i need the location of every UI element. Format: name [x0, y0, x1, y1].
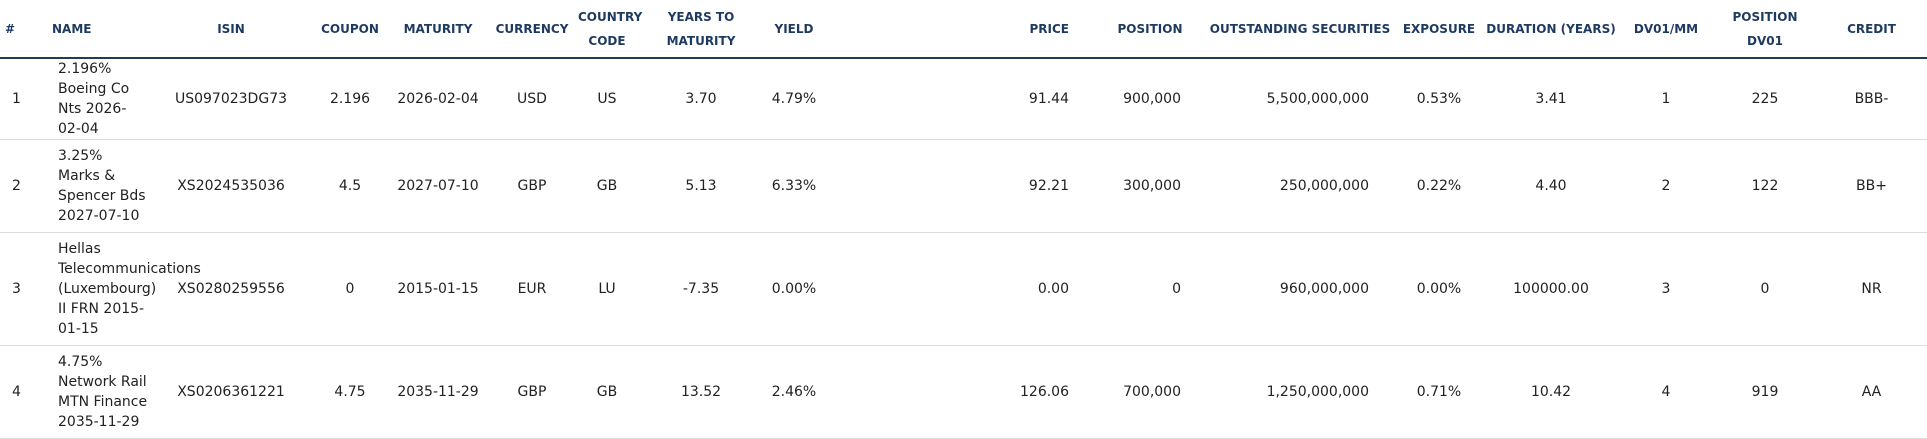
- table-row: 1 2.196% Boeing Co Nts 2026-02-04 US0970…: [0, 58, 1927, 140]
- cell-index: 1: [0, 58, 32, 140]
- cell-name: Hellas Telecommunications (Luxembourg) I…: [32, 232, 201, 346]
- cell-outstanding-securities: 5,500,000,000: [1206, 58, 1394, 140]
- cell-yield: 4.79%: [764, 58, 824, 140]
- cell-position: 300,000: [1094, 139, 1206, 233]
- cell-dv01-mm: 2: [1618, 139, 1714, 233]
- col-header-position-dv01[interactable]: POSITION DV01: [1714, 0, 1816, 59]
- cell-name: 2.196% Boeing Co Nts 2026-02-04: [32, 58, 150, 140]
- col-header-coupon[interactable]: COUPON: [312, 0, 388, 59]
- cell-exposure: 0.00%: [1394, 232, 1484, 346]
- header-row: # NAME ISIN COUPON MATURITY CURRENCY COU…: [0, 0, 1927, 59]
- col-header-price[interactable]: PRICE: [824, 0, 1094, 59]
- cell-duration: 100000.00: [1484, 232, 1618, 346]
- cell-years-to-maturity: 3.70: [638, 58, 764, 140]
- cell-index: 2: [0, 139, 32, 233]
- cell-years-to-maturity: 13.52: [638, 345, 764, 439]
- cell-dv01-mm: 3: [1618, 232, 1714, 346]
- cell-maturity: 2026-02-04: [388, 58, 488, 140]
- cell-duration: 10.42: [1484, 345, 1618, 439]
- cell-yield: 6.33%: [764, 139, 824, 233]
- cell-position-dv01: 0: [1714, 232, 1816, 346]
- cell-duration: 4.40: [1484, 139, 1618, 233]
- cell-exposure: 0.22%: [1394, 139, 1484, 233]
- cell-exposure: 0.71%: [1394, 345, 1484, 439]
- col-header-maturity[interactable]: MATURITY: [388, 0, 488, 59]
- cell-position: 900,000: [1094, 58, 1206, 140]
- cell-price: 91.44: [824, 58, 1094, 140]
- cell-coupon: 0: [312, 232, 388, 346]
- col-header-exposure[interactable]: EXPOSURE: [1394, 0, 1484, 59]
- cell-exposure: 0.53%: [1394, 58, 1484, 140]
- col-header-years-to-maturity[interactable]: YEARS TO MATURITY: [638, 0, 764, 59]
- cell-price: 126.06: [824, 345, 1094, 439]
- cell-price: 0.00: [824, 232, 1094, 346]
- cell-years-to-maturity: -7.35: [638, 232, 764, 346]
- cell-country-code: GB: [576, 139, 638, 233]
- table-body: 1 2.196% Boeing Co Nts 2026-02-04 US0970…: [0, 58, 1927, 439]
- table-row: 2 3.25% Marks & Spencer Bds 2027-07-10 X…: [0, 139, 1927, 233]
- cell-dv01-mm: 4: [1618, 345, 1714, 439]
- col-header-index[interactable]: #: [0, 0, 32, 59]
- cell-coupon: 4.5: [312, 139, 388, 233]
- col-header-isin[interactable]: ISIN: [150, 0, 312, 59]
- cell-coupon: 2.196: [312, 58, 388, 140]
- cell-maturity: 2027-07-10: [388, 139, 488, 233]
- cell-dv01-mm: 1: [1618, 58, 1714, 140]
- cell-credit: AA: [1816, 345, 1927, 439]
- col-header-position[interactable]: POSITION: [1094, 0, 1206, 59]
- col-header-yield[interactable]: YIELD: [764, 0, 824, 59]
- col-header-currency[interactable]: CURRENCY: [488, 0, 576, 59]
- cell-coupon: 4.75: [312, 345, 388, 439]
- cell-credit: NR: [1816, 232, 1927, 346]
- col-header-outstanding-securities[interactable]: OUTSTANDING SECURITIES: [1206, 0, 1394, 59]
- cell-index: 4: [0, 345, 32, 439]
- cell-maturity: 2035-11-29: [388, 345, 488, 439]
- col-header-name[interactable]: NAME: [32, 0, 150, 59]
- cell-name: 3.25% Marks & Spencer Bds 2027-07-10: [32, 139, 150, 233]
- cell-position: 0: [1094, 232, 1206, 346]
- cell-yield: 0.00%: [764, 232, 824, 346]
- cell-position: 700,000: [1094, 345, 1206, 439]
- cell-index: 3: [0, 232, 32, 346]
- cell-price: 92.21: [824, 139, 1094, 233]
- cell-maturity: 2015-01-15: [388, 232, 488, 346]
- cell-currency: USD: [488, 58, 576, 140]
- table-row: 4 4.75% Network Rail MTN Finance 2035-11…: [0, 345, 1927, 439]
- col-header-dv01-mm[interactable]: DV01/MM: [1618, 0, 1714, 59]
- cell-credit: BB+: [1816, 139, 1927, 233]
- col-header-credit[interactable]: CREDIT: [1816, 0, 1927, 59]
- cell-isin: XS0206361221: [150, 345, 312, 439]
- cell-isin: US097023DG73: [150, 58, 312, 140]
- cell-country-code: LU: [576, 232, 638, 346]
- cell-outstanding-securities: 960,000,000: [1206, 232, 1394, 346]
- cell-currency: EUR: [488, 232, 576, 346]
- cell-yield: 2.46%: [764, 345, 824, 439]
- cell-position-dv01: 122: [1714, 139, 1816, 233]
- cell-credit: BBB-: [1816, 58, 1927, 140]
- cell-currency: GBP: [488, 345, 576, 439]
- cell-country-code: GB: [576, 345, 638, 439]
- table-header: # NAME ISIN COUPON MATURITY CURRENCY COU…: [0, 0, 1927, 59]
- cell-duration: 3.41: [1484, 58, 1618, 140]
- table-row: 3 Hellas Telecommunications (Luxembourg)…: [0, 232, 1927, 346]
- cell-currency: GBP: [488, 139, 576, 233]
- col-header-country-code[interactable]: COUNTRY CODE: [576, 0, 642, 59]
- cell-isin: XS0280259556: [150, 232, 312, 346]
- cell-position-dv01: 919: [1714, 345, 1816, 439]
- cell-outstanding-securities: 250,000,000: [1206, 139, 1394, 233]
- cell-outstanding-securities: 1,250,000,000: [1206, 345, 1394, 439]
- cell-isin: XS2024535036: [150, 139, 312, 233]
- cell-years-to-maturity: 5.13: [638, 139, 764, 233]
- col-header-duration[interactable]: DURATION (YEARS): [1484, 0, 1618, 59]
- cell-position-dv01: 225: [1714, 58, 1816, 140]
- cell-name: 4.75% Network Rail MTN Finance 2035-11-2…: [32, 345, 150, 439]
- cell-country-code: US: [576, 58, 638, 140]
